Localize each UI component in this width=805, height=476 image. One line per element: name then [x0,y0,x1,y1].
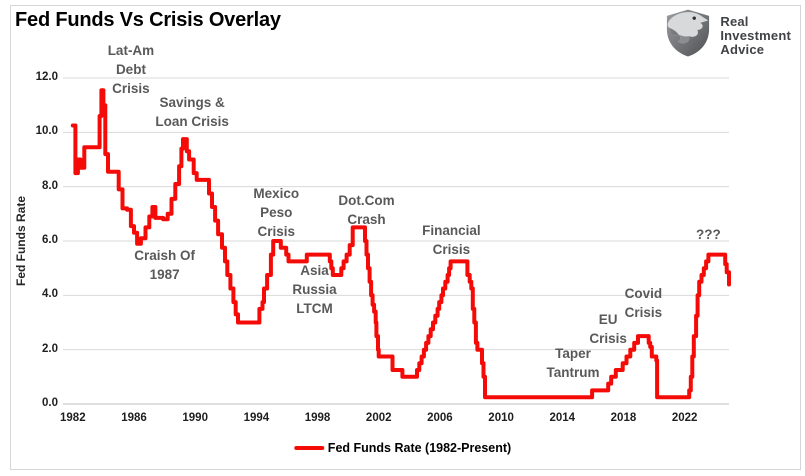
crisis-annotation-line: LTCM [296,301,333,317]
crisis-annotation: Mexico Peso Crisis [253,184,299,241]
x-tick-label: 1990 [182,412,208,424]
crisis-annotation-line: Loan Crisis [155,113,229,129]
crisis-annotation: Taper Tantrum [546,344,599,382]
crisis-annotation-line: Crisis [589,331,627,347]
crisis-annotation-line: Lat-Am [107,43,155,59]
crisis-annotation-line: Russia [292,282,337,298]
crisis-annotation: Lat-Am Debt Crisis [108,41,155,98]
crisis-annotation-line: Mexico [253,185,300,201]
crisis-annotation: ??? [696,225,721,244]
crisis-annotation-line: Tantrum [546,365,600,381]
y-tick-label: 4.0 [42,288,58,301]
crisis-annotation-line: Crisis [257,223,296,239]
x-tick-label: 2010 [488,412,514,424]
x-tick-label: 1986 [121,412,147,424]
crisis-annotation-line: Crisis [432,241,471,257]
crisis-annotation: Covid Crisis [625,284,663,322]
x-tick-label: 2018 [610,412,637,424]
y-tick-label: 8.0 [42,179,58,192]
crisis-annotation-line: Crisis [624,305,663,321]
logo-line: Advice [720,41,765,57]
fed-funds-rate-line [70,88,731,400]
legend: Fed Funds Rate (1982-Present) [293,441,512,455]
eagle-shield-icon [663,8,713,63]
y-tick-label: 0.0 [42,397,58,409]
crisis-annotation-line: Taper [555,346,591,362]
logo-text: Real Investment Advice [720,13,791,57]
y-tick-label: 10.0 [35,125,58,138]
crisis-annotation-line: Debt [115,62,146,78]
x-tick-label: 1982 [60,412,86,424]
crisis-annotation: Dot.Com Crash [338,191,394,229]
crisis-annotation-line: Craish Of [134,248,195,264]
crisis-annotation-line: Peso [260,204,293,220]
x-tick-label: 1994 [243,412,270,424]
crisis-annotation: Financial Crisis [422,221,481,259]
crisis-annotation-line: Savings & [159,94,225,110]
crisis-annotation-line: Dot.Com [338,192,395,208]
x-tick-label: 2022 [671,412,698,424]
legend-label: Fed Funds Rate (1982-Present) [327,441,512,455]
real-investment-advice-logo: Real Investment Advice [663,8,791,63]
crisis-annotation: Craish Of 1987 [134,246,195,284]
crisis-annotation: Asia Russia LTCM [292,261,336,318]
logo-line: Real [720,13,749,29]
crisis-annotation-line: Covid [624,286,663,302]
x-tick-label: 2002 [365,412,392,424]
y-tick-label: 12.0 [35,71,58,83]
y-tick-label: 6.0 [42,234,58,246]
x-tick-label: 2014 [549,412,576,424]
legend-line-swatch [293,446,324,450]
crisis-annotation: EU Crisis [589,310,627,348]
y-tick-label: 2.0 [42,342,58,355]
crisis-annotation-line: EU [598,312,618,328]
x-tick-label: 2006 [427,412,453,424]
logo-line: Investment [720,27,791,43]
crisis-annotation-line: Crisis [112,81,150,97]
crisis-annotation-line: Financial [422,222,481,238]
crisis-annotation-line: 1987 [149,267,180,283]
crisis-annotation-line: ??? [695,226,721,242]
chart-title: Fed Funds Vs Crisis Overlay [15,9,281,31]
x-tick-label: 1998 [304,412,331,424]
crisis-annotation: Savings & Loan Crisis [155,93,229,131]
crisis-annotation-line: Asia [300,263,329,279]
crisis-annotation-line: Crash [347,211,386,227]
